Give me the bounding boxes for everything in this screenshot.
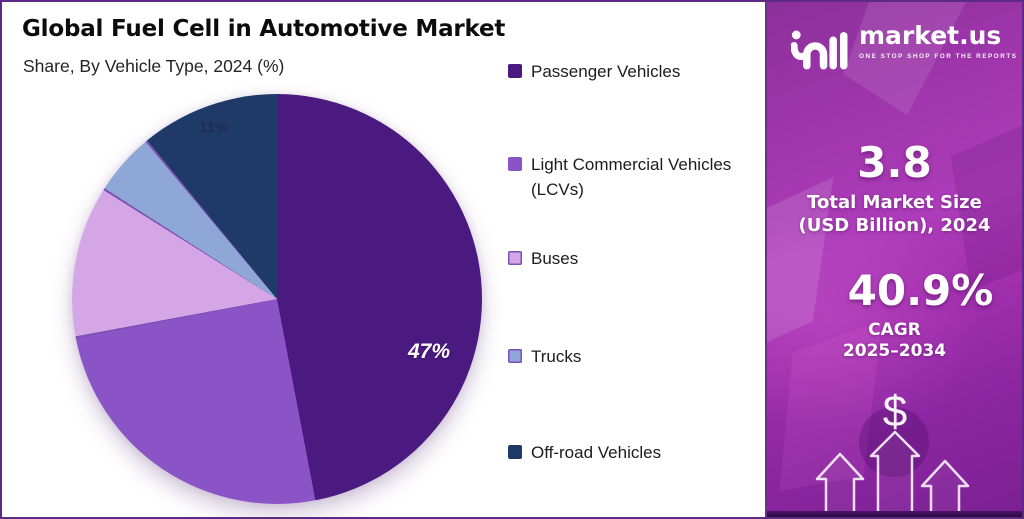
legend-item-buses: Buses — [508, 247, 756, 272]
cagr-value: 40.9% — [847, 266, 994, 315]
legend-swatch-buses-icon — [508, 251, 522, 265]
legend-item-lcv: Light Commercial Vehicles (LCVs) — [508, 153, 756, 202]
dollar-growth-arrows-icon: $ — [815, 387, 970, 512]
legend-label: Light Commercial Vehicles (LCVs) — [531, 155, 732, 199]
legend-label: Buses — [531, 249, 579, 268]
chart-panel: Global Fuel Cell in Automotive Market Sh… — [2, 2, 765, 517]
market-size-value: 3.8 — [857, 138, 932, 187]
brand-logo: market.us ONE STOP SHOP FOR THE REPORTS — [791, 22, 1018, 72]
cagr-stat: 40.9% CAGR 2025–2034 — [767, 266, 1022, 363]
brand-tagline: ONE STOP SHOP FOR THE REPORTS — [859, 52, 1018, 60]
market-size-label: Total Market Size (USD Billion), 2024 — [798, 192, 991, 236]
legend-swatch-trucks-icon — [508, 349, 522, 363]
market-size-stat: 3.8 Total Market Size (USD Billion), 202… — [767, 138, 1022, 237]
legend-label: Passenger Vehicles — [531, 62, 681, 81]
chart-subtitle: Share, By Vehicle Type, 2024 (%) — [23, 56, 285, 76]
brand-name: market.us — [859, 21, 1002, 50]
brand-text: market.us ONE STOP SHOP FOR THE REPORTS — [859, 22, 1018, 60]
legend-item-trucks: Trucks — [508, 345, 756, 370]
legend-swatch-passenger-icon — [508, 64, 522, 78]
brand-sidebar: market.us ONE STOP SHOP FOR THE REPORTS … — [765, 2, 1022, 517]
legend-item-passenger: Passenger Vehicles — [508, 60, 756, 85]
pie-label-offroad: 11% — [199, 119, 229, 136]
legend-label: Off-road Vehicles — [531, 443, 662, 462]
dollar-sign: $ — [883, 387, 907, 436]
bottom-strip — [767, 511, 1022, 517]
legend-label: Trucks — [531, 347, 582, 366]
page-title: Global Fuel Cell in Automotive Market — [22, 16, 506, 42]
legend-swatch-lcv-icon — [508, 157, 522, 171]
marketus-logo-icon — [791, 30, 848, 70]
cagr-label: CAGR 2025–2034 — [842, 320, 947, 362]
pie-chart: 47% 11% — [72, 94, 482, 504]
legend-item-offroad: Off-road Vehicles — [508, 441, 756, 466]
legend-swatch-offroad-icon — [508, 445, 522, 459]
pie-label-passenger: 47% — [408, 340, 451, 363]
